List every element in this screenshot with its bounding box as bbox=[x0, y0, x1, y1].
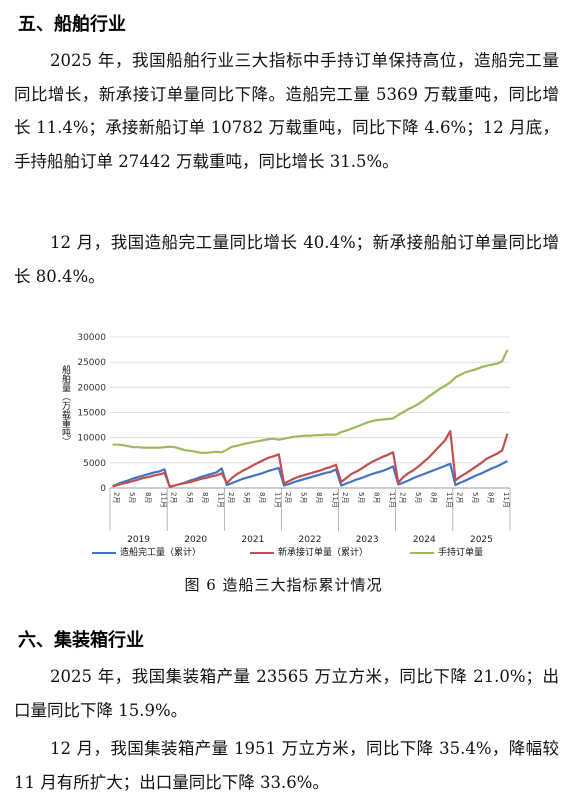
legend-swatch-completed bbox=[92, 551, 116, 554]
legend-label-backlog: 手持订单量 bbox=[438, 548, 484, 558]
month-tick-label: 8月 bbox=[258, 492, 266, 503]
month-tick-label: 5月 bbox=[357, 492, 365, 503]
year-label: 2021 bbox=[241, 535, 264, 545]
month-tick-label: 8月 bbox=[201, 492, 209, 503]
y-tick-label: 0 bbox=[100, 484, 106, 494]
month-tick-label: 2月 bbox=[170, 492, 178, 503]
month-tick-label: 11月 bbox=[445, 492, 453, 508]
month-tick-label: 8月 bbox=[487, 492, 495, 503]
month-tick-label: 2月 bbox=[341, 492, 349, 503]
month-tick-label: 11月 bbox=[502, 492, 510, 508]
legend-item-backlog: 手持订单量 bbox=[410, 545, 483, 558]
month-tick-label: 5月 bbox=[242, 492, 250, 503]
year-label: 2020 bbox=[184, 535, 207, 545]
month-tick-label: 8月 bbox=[429, 492, 437, 503]
paragraph-shipbuilding-december: 12 月，我国造船完工量同比增长 40.4%；新承接船舶订单量同比增长 80.4… bbox=[14, 233, 559, 286]
year-label: 2019 bbox=[127, 535, 150, 545]
chart-legend: 造船完工量（累计） 新承接订单量（累计） 手持订单量 bbox=[92, 545, 512, 561]
month-tick-label: 2月 bbox=[398, 492, 406, 503]
legend-label-new-orders: 新承接订单量（累计） bbox=[278, 548, 369, 558]
legend-swatch-backlog bbox=[410, 551, 434, 554]
y-tick-label: 20000 bbox=[77, 383, 106, 393]
month-tick-label: 11月 bbox=[216, 492, 224, 508]
month-tick-label: 11月 bbox=[159, 492, 167, 508]
month-tick-label: 5月 bbox=[185, 492, 193, 503]
month-tick-label: 11月 bbox=[388, 492, 396, 508]
legend-item-completed: 造船完工量（累计） bbox=[92, 545, 201, 558]
month-tick-label: 8月 bbox=[372, 492, 380, 503]
section-title-shipbuilding: 五、船舶行业 bbox=[18, 14, 126, 35]
month-tick-label: 8月 bbox=[144, 492, 152, 503]
month-tick-label: 11月 bbox=[331, 492, 339, 508]
paragraph-shipbuilding-annual: 2025 年，我国船舶行业三大指标中手持订单保持高位，造船完工量同比增长，新承接… bbox=[14, 51, 559, 171]
legend-swatch-new-orders bbox=[250, 551, 274, 554]
month-tick-label: 5月 bbox=[471, 492, 479, 503]
year-label: 2025 bbox=[470, 535, 493, 545]
y-tick-label: 25000 bbox=[77, 358, 106, 368]
section-title-container: 六、集装箱行业 bbox=[18, 630, 144, 651]
year-label: 2023 bbox=[356, 535, 379, 545]
year-label: 2022 bbox=[299, 535, 322, 545]
new-orders-series-line bbox=[112, 429, 509, 488]
month-tick-label: 11月 bbox=[274, 492, 282, 508]
paragraph-container-december: 12 月，我国集装箱产量 1951 万立方米，同比下降 35.4%，降幅较 11… bbox=[14, 739, 559, 792]
y-tick-label: 30000 bbox=[77, 333, 106, 343]
month-tick-label: 2月 bbox=[227, 492, 235, 503]
y-axis-label: 船舶量（万载重吨） bbox=[60, 365, 70, 446]
backlog-series-line bbox=[112, 349, 509, 454]
legend-label-completed: 造船完工量（累计） bbox=[120, 548, 202, 558]
y-tick-label: 15000 bbox=[77, 409, 106, 419]
legend-item-new-orders: 新承接订单量（累计） bbox=[250, 545, 368, 558]
y-tick-label: 5000 bbox=[83, 459, 106, 469]
month-tick-label: 2月 bbox=[284, 492, 292, 503]
month-tick-label: 5月 bbox=[128, 492, 136, 503]
figure-caption: 图 6 造船三大指标累计情况 bbox=[184, 576, 383, 594]
month-tick-label: 2月 bbox=[455, 492, 463, 503]
month-tick-label: 5月 bbox=[300, 492, 308, 503]
y-tick-label: 10000 bbox=[77, 434, 106, 444]
year-label: 2024 bbox=[413, 535, 436, 545]
month-tick-label: 5月 bbox=[414, 492, 422, 503]
month-tick-label: 8月 bbox=[315, 492, 323, 503]
paragraph-container-annual: 2025 年，我国集装箱产量 23565 万立方米，同比下降 21.0%；出口量… bbox=[14, 667, 559, 720]
month-tick-label: 2月 bbox=[113, 492, 121, 503]
